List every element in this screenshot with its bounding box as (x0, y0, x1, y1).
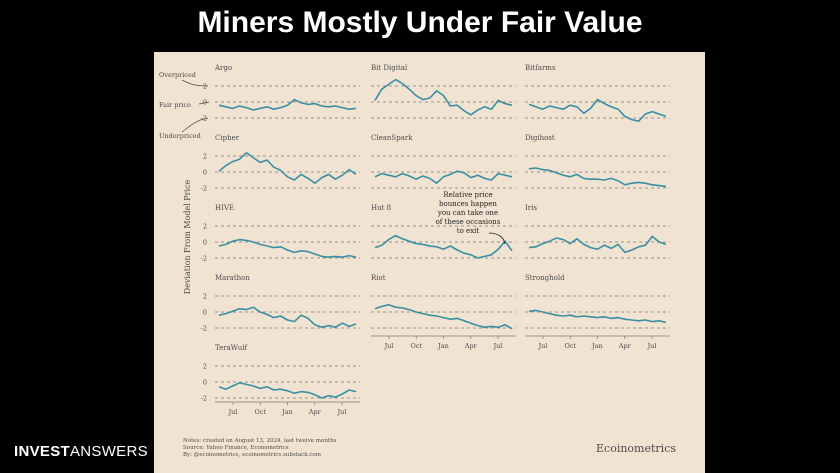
annotation-underpriced: Underpriced (159, 132, 201, 140)
y-tick-label: 2 (203, 83, 207, 91)
callout-text: Relative price (443, 191, 492, 199)
y-tick-label: 0 (203, 379, 207, 387)
annotation-arrow (181, 117, 209, 133)
y-tick-label: 2 (203, 293, 207, 301)
notes-line: Notes: created on August 13, 2024, last … (183, 438, 337, 444)
panel-title-argo: Argo (214, 64, 232, 72)
panel-title-cipher: Cipher (215, 134, 240, 142)
y-tick-label: 0 (203, 239, 207, 247)
series-line-bitfarms (528, 98, 667, 122)
y-tick-label: 2 (203, 363, 207, 371)
y-tick-label: 0 (203, 309, 207, 317)
ecoinometrics-logo: Ecoinometrics (596, 442, 676, 455)
panel-title-stronghold: Stronghold (525, 274, 565, 282)
notes-line: By: @ecoinometrics, ecoinometrics.substa… (183, 451, 322, 458)
chart-panel: Argo 2 0 -2 Bit Digital Bitfarms Cipher 2 0 -2 Cle… (154, 52, 705, 473)
y-axis-label: Deviation From Model Price (183, 179, 192, 294)
series-line-digihost (528, 167, 667, 188)
y-tick-label: -2 (201, 255, 207, 263)
panel-title-bit-digital: Bit Digital (371, 64, 408, 72)
x-tick-label: Jul (647, 342, 657, 350)
y-tick-label: -2 (201, 325, 207, 333)
panel-title-riot: Riot (371, 274, 386, 282)
panel-title-hut-8: Hut 8 (371, 204, 391, 212)
x-tick-label: Jan (281, 408, 293, 416)
series-line-riot (374, 304, 513, 330)
panel-title-cleanspark: CleanSpark (371, 134, 413, 142)
series-line-marathon (218, 306, 357, 329)
x-tick-label: Jul (384, 342, 394, 350)
y-tick-label: 0 (203, 169, 207, 177)
panel-title-iris: Iris (525, 204, 537, 212)
y-tick-label: 2 (203, 153, 207, 161)
panel-title-hive: HIVE (215, 204, 234, 212)
callout-text: bounces happen (439, 200, 497, 208)
callout-text: to exit (457, 227, 480, 235)
x-tick-label: Oct (410, 342, 422, 350)
x-tick-label: Jul (337, 408, 347, 416)
y-tick-label: 2 (203, 223, 207, 231)
x-tick-label: Jul (538, 342, 548, 350)
series-line-cipher (218, 152, 357, 184)
x-tick-label: Oct (564, 342, 576, 350)
series-line-cleanspark (374, 170, 513, 184)
panel-title-digihost: Digihost (525, 134, 555, 142)
annotation-overpriced: Overpriced (159, 71, 196, 79)
x-tick-label: Apr (308, 408, 322, 416)
investanswers-logo: INVESTANSWERS (14, 443, 148, 460)
x-tick-label: Jan (591, 342, 603, 350)
annotation-arrow (181, 79, 209, 87)
x-tick-label: Oct (254, 408, 266, 416)
series-line-hut-8 (374, 234, 513, 259)
series-line-bit-digital (374, 78, 513, 116)
panel-title-bitfarms: Bitfarms (525, 64, 556, 72)
x-tick-label: Apr (618, 342, 632, 350)
series-line-argo (218, 98, 357, 111)
series-line-hive (218, 238, 357, 258)
y-tick-label: -2 (201, 185, 207, 193)
callout-text: of these occasions (436, 218, 501, 226)
x-tick-label: Jan (437, 342, 449, 350)
series-line-stronghold (528, 309, 667, 324)
slide-title: Miners Mostly Under Fair Value (197, 6, 643, 39)
y-tick-label: -2 (201, 395, 207, 403)
callout-text: you can take one (437, 209, 498, 217)
x-tick-label: Jul (228, 408, 238, 416)
annotation-arrow (198, 101, 210, 105)
series-line-terawulf (218, 381, 357, 399)
small-multiples-chart: Argo 2 0 -2 Bit Digital Bitfarms Cipher 2 0 -2 Cle… (159, 64, 676, 458)
notes-line: Source: Yahoo Finance, Econometrics (183, 445, 289, 451)
callout-arrow (488, 232, 506, 245)
x-tick-label: Jul (493, 342, 503, 350)
brand-bold: INVEST (14, 443, 70, 460)
panel-title-terawulf: TeraWulf (215, 344, 248, 352)
series-line-iris (528, 235, 667, 254)
x-tick-label: Apr (464, 342, 478, 350)
panel-title-marathon: Marathon (215, 274, 250, 282)
brand-light: ANSWERS (69, 443, 148, 460)
y-tick-label: -2 (201, 115, 207, 123)
annotation-fair-price: Fair price (159, 101, 191, 109)
